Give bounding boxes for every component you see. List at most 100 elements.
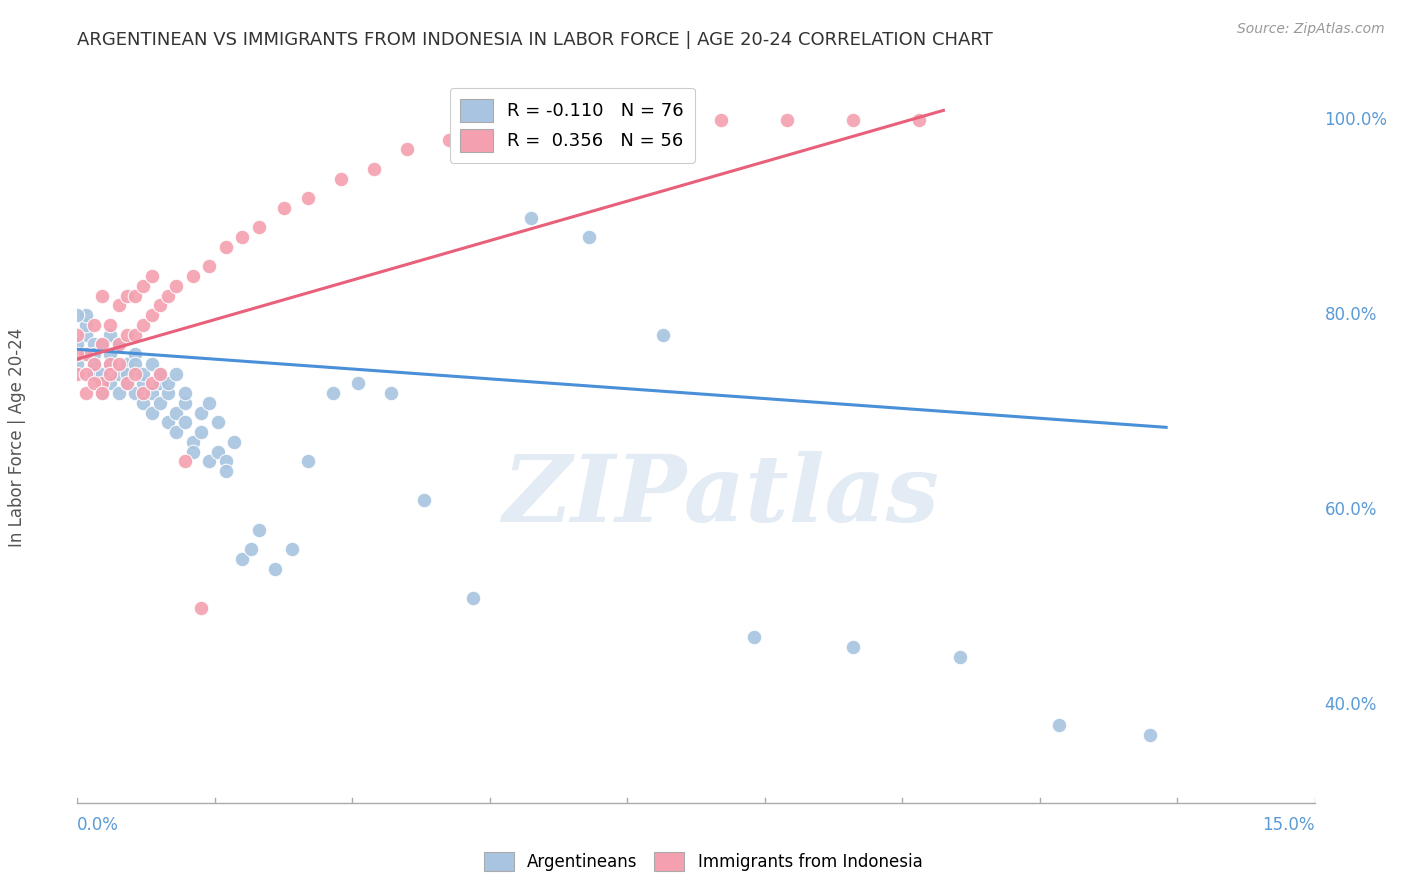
Point bbox=[124, 386, 146, 401]
Point bbox=[83, 347, 105, 361]
Point bbox=[281, 542, 304, 557]
Point bbox=[215, 464, 238, 478]
Point bbox=[173, 416, 195, 430]
Point bbox=[98, 357, 121, 371]
Point bbox=[75, 367, 97, 381]
Point bbox=[124, 327, 146, 342]
Text: 100.0%: 100.0% bbox=[1324, 112, 1388, 129]
Point bbox=[83, 337, 105, 351]
Point bbox=[478, 123, 501, 137]
Point bbox=[83, 357, 105, 371]
Point bbox=[198, 260, 221, 274]
Text: 60.0%: 60.0% bbox=[1324, 501, 1376, 519]
Point bbox=[157, 416, 180, 430]
Text: 40.0%: 40.0% bbox=[1324, 697, 1376, 714]
Point bbox=[66, 337, 89, 351]
Point bbox=[181, 434, 204, 449]
Point bbox=[132, 376, 155, 391]
Point bbox=[66, 367, 89, 381]
Point bbox=[173, 454, 195, 468]
Point bbox=[330, 171, 353, 186]
Point bbox=[247, 220, 270, 235]
Point bbox=[75, 347, 97, 361]
Point bbox=[75, 308, 97, 322]
Point bbox=[412, 493, 434, 508]
Point bbox=[66, 327, 89, 342]
Point bbox=[463, 591, 485, 605]
Point bbox=[141, 269, 163, 284]
Point bbox=[1139, 727, 1161, 741]
Point bbox=[83, 376, 105, 391]
Text: 0.0%: 0.0% bbox=[77, 816, 120, 834]
Point bbox=[165, 425, 187, 440]
Point bbox=[297, 191, 319, 205]
Text: Source: ZipAtlas.com: Source: ZipAtlas.com bbox=[1237, 22, 1385, 37]
Point bbox=[98, 367, 121, 381]
Point bbox=[141, 406, 163, 420]
Point bbox=[149, 376, 172, 391]
Point bbox=[132, 396, 155, 410]
Point bbox=[98, 357, 121, 371]
Point bbox=[322, 386, 344, 401]
Point bbox=[198, 396, 221, 410]
Point bbox=[91, 376, 114, 391]
Point bbox=[115, 288, 138, 302]
Point bbox=[644, 113, 666, 128]
Text: 80.0%: 80.0% bbox=[1324, 306, 1376, 324]
Point bbox=[149, 367, 172, 381]
Point bbox=[98, 318, 121, 332]
Point bbox=[841, 113, 863, 128]
Point bbox=[66, 308, 89, 322]
Point bbox=[149, 367, 172, 381]
Point bbox=[107, 298, 129, 312]
Point bbox=[107, 337, 129, 351]
Point bbox=[264, 562, 287, 576]
Point bbox=[107, 357, 129, 371]
Text: In Labor Force | Age 20-24: In Labor Force | Age 20-24 bbox=[8, 327, 25, 547]
Point bbox=[124, 357, 146, 371]
Point bbox=[520, 211, 543, 225]
Point bbox=[124, 367, 146, 381]
Point bbox=[132, 386, 155, 401]
Point bbox=[149, 396, 172, 410]
Point bbox=[157, 376, 180, 391]
Point bbox=[363, 161, 385, 176]
Point bbox=[91, 386, 114, 401]
Point bbox=[190, 406, 212, 420]
Point bbox=[841, 640, 863, 654]
Legend: R = -0.110   N = 76, R =  0.356   N = 56: R = -0.110 N = 76, R = 0.356 N = 56 bbox=[450, 87, 695, 163]
Point bbox=[181, 444, 204, 458]
Point bbox=[207, 416, 229, 430]
Text: 15.0%: 15.0% bbox=[1263, 816, 1315, 834]
Text: ZIPatlas: ZIPatlas bbox=[502, 450, 939, 541]
Point bbox=[149, 298, 172, 312]
Legend: Argentineans, Immigrants from Indonesia: Argentineans, Immigrants from Indonesia bbox=[475, 843, 931, 880]
Point bbox=[231, 230, 253, 244]
Point bbox=[247, 523, 270, 537]
Point bbox=[529, 113, 551, 128]
Point bbox=[907, 113, 929, 128]
Point bbox=[198, 454, 221, 468]
Point bbox=[949, 649, 972, 664]
Point bbox=[380, 386, 402, 401]
Point bbox=[437, 133, 460, 147]
Point bbox=[141, 386, 163, 401]
Point bbox=[586, 113, 609, 128]
Point bbox=[141, 376, 163, 391]
Point bbox=[75, 386, 97, 401]
Point bbox=[297, 454, 319, 468]
Point bbox=[98, 376, 121, 391]
Point bbox=[190, 600, 212, 615]
Point bbox=[165, 406, 187, 420]
Point bbox=[776, 113, 799, 128]
Point bbox=[165, 367, 187, 381]
Point bbox=[157, 386, 180, 401]
Point bbox=[578, 230, 600, 244]
Point bbox=[207, 444, 229, 458]
Point bbox=[91, 376, 114, 391]
Point bbox=[239, 542, 262, 557]
Point bbox=[141, 308, 163, 322]
Point bbox=[107, 337, 129, 351]
Point bbox=[115, 367, 138, 381]
Point bbox=[132, 318, 155, 332]
